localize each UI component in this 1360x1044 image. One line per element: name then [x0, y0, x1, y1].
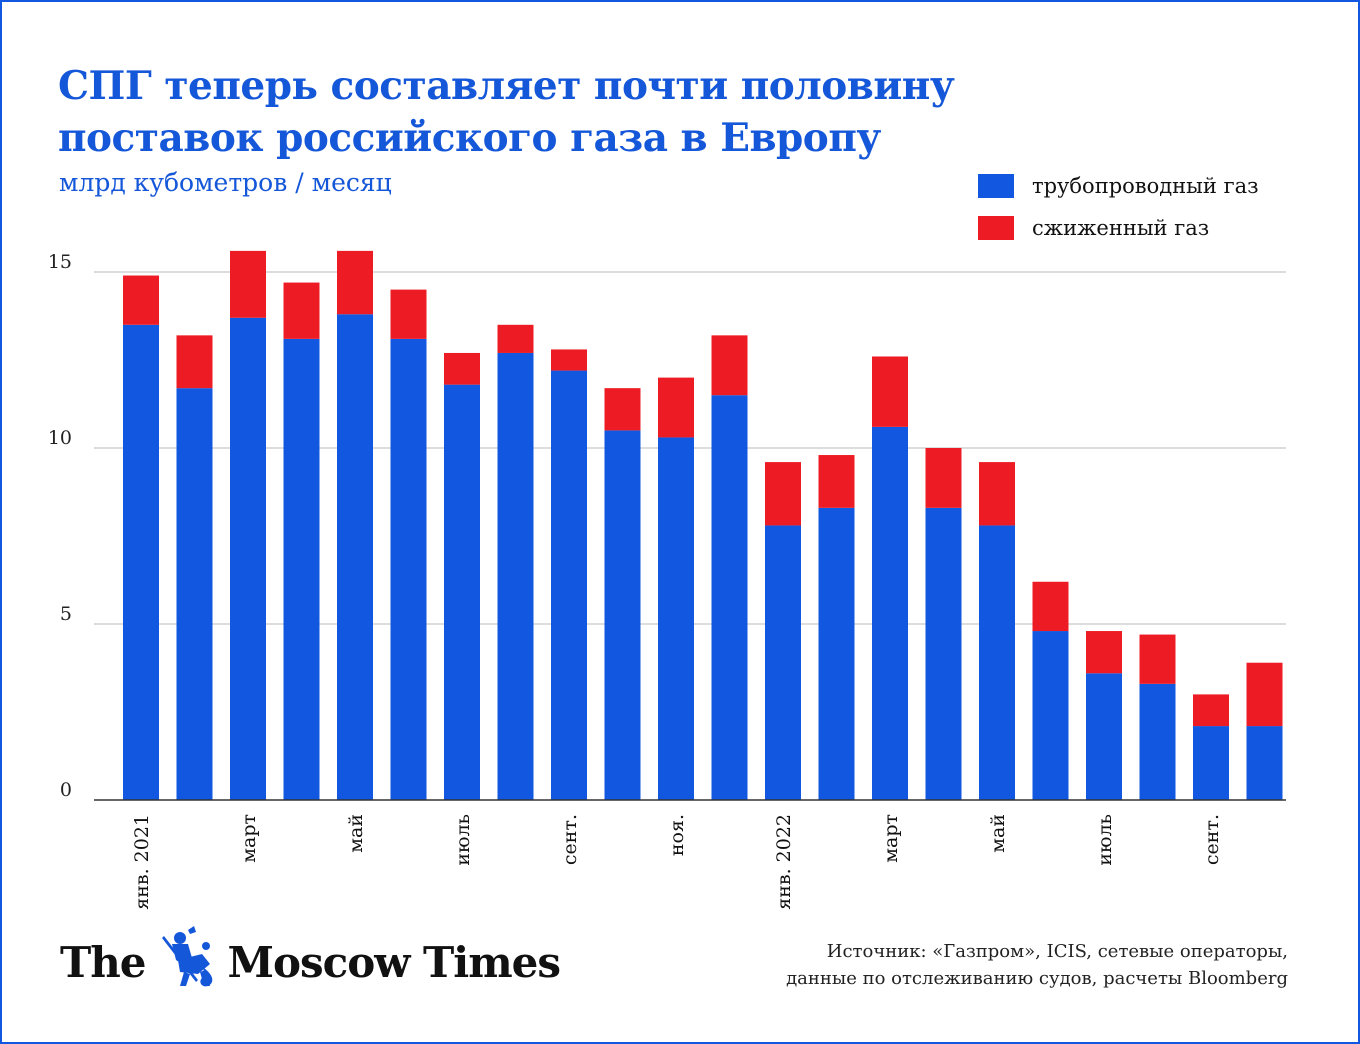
publisher-logo: The Moscow Times — [60, 924, 562, 1000]
bar-lng — [497, 324, 534, 353]
y-tick-label: 0 — [60, 779, 72, 801]
bar-lng — [230, 250, 266, 318]
bar-pipeline — [1193, 726, 1229, 800]
st-george-emblem-icon — [158, 924, 220, 1000]
x-tick-label: июль — [452, 814, 474, 866]
bar-lng — [176, 335, 213, 389]
logo-word-moscow-times: Moscow Times — [227, 937, 562, 987]
x-tick-label: март — [880, 814, 902, 863]
x-tick-label: янв. 2021 — [131, 814, 153, 910]
bar-lng — [1032, 581, 1069, 632]
bar-pipeline — [1246, 726, 1283, 800]
bar-pipeline — [283, 338, 320, 800]
x-tick-label: сент. — [559, 814, 581, 865]
x-tick-label: май — [987, 814, 1009, 853]
bar-pipeline — [1139, 683, 1176, 800]
stacked-bar-chart: 0 5 10 15 янв. 2021 март май июль сент. ноя. янв. … — [48, 250, 1286, 910]
bar-lng — [765, 462, 801, 526]
bar-lng — [283, 282, 320, 339]
x-tick-label: сент. — [1201, 814, 1223, 865]
bar-pipeline — [925, 507, 962, 800]
bar-lng — [604, 388, 641, 431]
logo-word-the: The — [60, 937, 147, 987]
bar-pipeline — [444, 384, 480, 800]
chart-subtitle: млрд кубометров / месяц — [59, 168, 392, 197]
legend-swatch-lng — [978, 216, 1014, 240]
legend-item-lng: сжиженный газ — [978, 216, 1209, 240]
bar-lng — [658, 377, 694, 438]
bar-lng — [925, 448, 962, 508]
y-tick-label: 10 — [48, 427, 72, 449]
bar-lng — [818, 455, 855, 508]
bar-lng — [551, 349, 587, 371]
bar-pipeline — [658, 437, 694, 800]
bar-lng — [1246, 662, 1283, 727]
bar-pipeline — [337, 314, 373, 800]
bar-pipeline — [604, 430, 641, 800]
x-tick-label: март — [238, 814, 260, 863]
bar-pipeline — [818, 507, 855, 800]
bar-pipeline — [497, 352, 534, 800]
y-tick-label: 15 — [48, 251, 72, 273]
x-tick-label: ноя. — [666, 814, 688, 856]
bar-lng — [444, 352, 480, 385]
bar-lng — [123, 275, 159, 325]
bar-lng — [1193, 694, 1229, 727]
bar-pipeline — [1032, 631, 1069, 800]
bar-pipeline — [123, 324, 159, 800]
y-tick-label: 5 — [60, 603, 72, 625]
bar-pipeline — [551, 370, 587, 800]
bar-lng — [979, 462, 1015, 526]
x-tick-label: май — [345, 814, 367, 853]
chart-title: СПГ теперь составляет почти половину пос… — [58, 63, 955, 161]
bar-pipeline — [979, 525, 1015, 800]
legend-label-pipeline: трубопроводный газ — [1032, 174, 1259, 198]
legend-item-pipeline: трубопроводный газ — [978, 174, 1259, 198]
x-tick-label: июль — [1094, 814, 1116, 866]
source-note: Источник: «Газпром», ICIS, сетевые опера… — [786, 938, 1288, 992]
bar-pipeline — [765, 525, 801, 800]
source-line-2: данные по отслеживанию судов, расчеты Bl… — [786, 968, 1288, 989]
bar-pipeline — [711, 395, 748, 800]
bar-lng — [390, 289, 427, 339]
bar-lng — [711, 335, 748, 396]
bar-pipeline — [1086, 673, 1122, 800]
bar-lng — [337, 250, 373, 315]
bar-pipeline — [872, 426, 908, 800]
bar-lng — [1086, 631, 1122, 674]
legend-swatch-pipeline — [978, 174, 1014, 198]
x-tick-label: янв. 2022 — [773, 814, 795, 910]
bar-lng — [1139, 634, 1176, 684]
bar-lng — [872, 356, 908, 427]
bar-pipeline — [176, 388, 213, 800]
bar-pipeline — [390, 338, 427, 800]
legend-label-lng: сжиженный газ — [1032, 216, 1210, 240]
bar-pipeline — [230, 317, 266, 800]
source-line-1: Источник: «Газпром», ICIS, сетевые опера… — [826, 941, 1288, 962]
